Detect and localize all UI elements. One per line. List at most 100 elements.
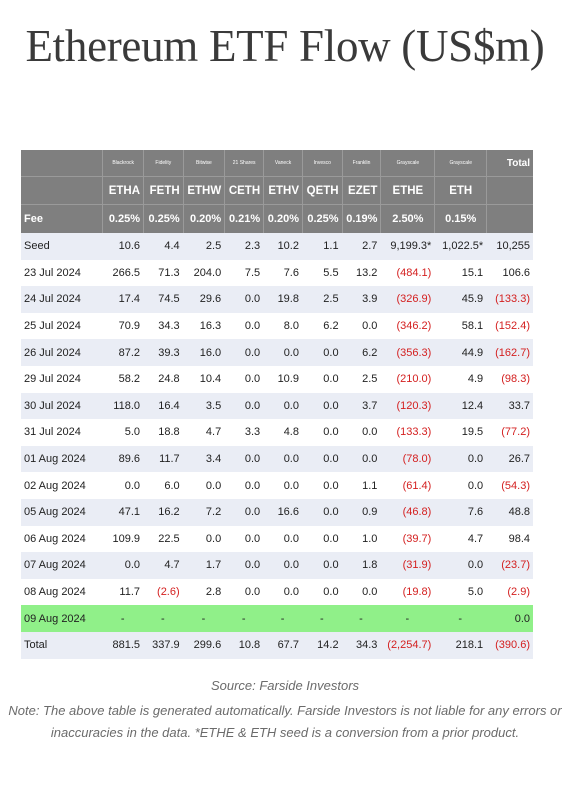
row-label: 30 Jul 2024 [21, 392, 103, 420]
row-label: 02 Aug 2024 [21, 472, 103, 499]
table-cell: (346.2) [380, 312, 435, 340]
table-cell: 337.9 [143, 631, 183, 659]
table-cell: 0.0 [224, 472, 264, 499]
fee-value: 0.21% [224, 204, 264, 233]
ticker-header-blank [21, 176, 103, 204]
provider-name: Grayscale [380, 150, 435, 176]
disclaimer-note: Note: The above table is generated autom… [8, 703, 562, 740]
table-cell: 0.0 [301, 578, 342, 606]
fee-value: 2.50% [380, 204, 435, 233]
table-cell: 0.0 [301, 445, 342, 473]
table-row: 09 Aug 2024- - - - - - - - -0.0 [21, 605, 533, 632]
table-cell: 10.4 [182, 365, 225, 393]
table-cell: - [143, 605, 183, 632]
fee-value: 0.15% [434, 204, 487, 233]
table-cell: (390.6) [486, 631, 533, 659]
table-cell: 0.0 [301, 419, 342, 446]
table-cell: 881.5 [102, 631, 144, 659]
table-cell: 2.8 [182, 578, 225, 606]
table-cell: (46.8) [380, 498, 435, 526]
table-cell: 70.9 [102, 312, 144, 340]
provider-name: Bitwise [182, 150, 225, 176]
fee-value: 0.25% [143, 204, 183, 233]
table-cell: 0.0 [263, 472, 302, 499]
row-label: 29 Jul 2024 [21, 365, 103, 393]
table-cell: 0.0 [182, 472, 225, 499]
table-cell: 4.7 [143, 552, 183, 579]
table-cell: (78.0) [380, 445, 435, 473]
table-cell: 3.9 [341, 286, 381, 313]
table-cell: 0.0 [263, 525, 302, 553]
table-cell: 26.7 [486, 445, 533, 473]
table-cell: (210.0) [380, 365, 435, 393]
table-row: 24 Jul 2024 17.4 74.5 29.6 0.0 19.8 2.5 3.9 (326… [21, 286, 533, 313]
table-cell: 8.0 [263, 312, 302, 340]
table-cell: 0.0 [301, 365, 342, 393]
table-cell: 106.6 [486, 259, 533, 287]
table-row: 06 Aug 2024 109.9 22.5 0.0 0.0 0.0 0.0 1.0 (39.7… [21, 525, 533, 553]
table-cell: 48.8 [486, 498, 533, 526]
table-cell: - [301, 605, 342, 632]
table-cell: 39.3 [143, 339, 183, 366]
provider-name: Invesco [301, 150, 342, 176]
table-cell: 218.1 [434, 631, 487, 659]
table-cell: 16.2 [143, 498, 183, 526]
table-cell: 2.5 [182, 233, 225, 260]
table-cell: 34.3 [341, 631, 381, 659]
table-cell: 11.7 [102, 578, 144, 606]
table-cell: 16.3 [182, 312, 225, 340]
table-cell: 0.0 [224, 498, 264, 526]
table-cell: 10.6 [102, 233, 144, 260]
table-cell: 1.1 [301, 233, 342, 260]
table-cell: (162.7) [486, 339, 533, 366]
fee-value: 0.25% [102, 204, 144, 233]
provider-header-row: Blackrock Fidelity Bitwise 21 Shares Vaneck I… [21, 150, 533, 176]
table-cell: 58.2 [102, 365, 144, 393]
provider-header-blank [21, 150, 103, 176]
table-cell: 14.2 [301, 631, 342, 659]
provider-name: Franklin [341, 150, 381, 176]
table-cell: 266.5 [102, 259, 144, 287]
table-row: 07 Aug 2024 0.0 4.7 1.7 0.0 0.0 0.0 1.8 (31.9) 0.… [21, 552, 533, 579]
table-cell: 10.8 [224, 631, 264, 659]
table-cell: 2.5 [301, 286, 342, 313]
table-cell: (133.3) [486, 286, 533, 313]
table-cell: 0.9 [341, 498, 381, 526]
table-cell: 13.2 [341, 259, 381, 287]
table-row: 25 Jul 2024 70.9 34.3 16.3 0.0 8.0 6.2 0.0 (346.… [21, 312, 533, 340]
table-cell: 0.0 [224, 392, 264, 420]
row-label: 06 Aug 2024 [21, 525, 103, 553]
table-cell: 67.7 [263, 631, 302, 659]
table-cell: 44.9 [434, 339, 487, 366]
row-label: 24 Jul 2024 [21, 286, 103, 313]
table-row: 01 Aug 2024 89.6 11.7 3.4 0.0 0.0 0.0 0.0 (78.0)… [21, 445, 533, 473]
table-cell: (356.3) [380, 339, 435, 366]
table-cell: (326.9) [380, 286, 435, 313]
ticker-ezet: EZET [341, 176, 381, 204]
table-cell: 109.9 [102, 525, 144, 553]
table-cell: 87.2 [102, 339, 144, 366]
row-label: 26 Jul 2024 [21, 339, 103, 366]
table-cell: 0.0 [301, 339, 342, 366]
ticker-qeth: QETH [301, 176, 342, 204]
ticker-ethw: ETHW [182, 176, 225, 204]
table-cell: 118.0 [102, 392, 144, 420]
table-cell: (484.1) [380, 259, 435, 287]
table-cell: 24.8 [143, 365, 183, 393]
table-cell: 0.0 [102, 552, 144, 579]
table-cell: 1.7 [182, 552, 225, 579]
table-cell: - [102, 605, 144, 632]
table-cell: (23.7) [486, 552, 533, 579]
table-cell: 0.0 [263, 392, 302, 420]
table-cell: 22.5 [143, 525, 183, 553]
table-cell: (39.7) [380, 525, 435, 553]
table-cell: 0.0 [263, 339, 302, 366]
table-cell: 7.5 [224, 259, 264, 287]
table-cell: 7.2 [182, 498, 225, 526]
table-cell: 3.4 [182, 445, 225, 473]
table-cell: - [263, 605, 302, 632]
table-cell: 15.1 [434, 259, 487, 287]
table-row: 02 Aug 2024 0.0 6.0 0.0 0.0 0.0 0.0 1.1 (61.4) 0.… [21, 472, 533, 499]
fee-total-blank [486, 204, 533, 233]
table-cell: 4.4 [143, 233, 183, 260]
